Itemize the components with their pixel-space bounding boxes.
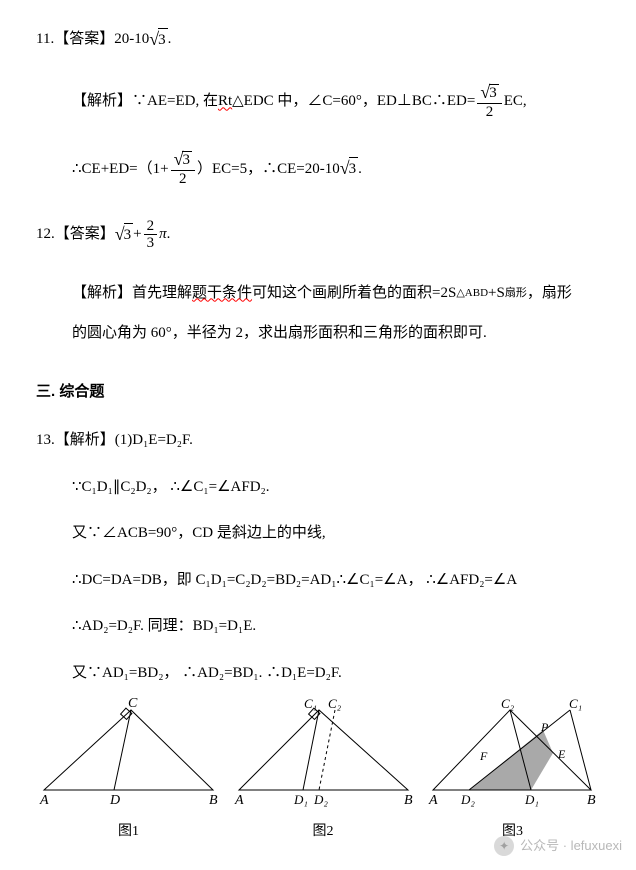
text: 的圆心角为 60°，半径为 2，求出扇形面积和三角形的面积即可. xyxy=(72,322,487,345)
figures-row: A D B C 图1 A D₁ D₂ B C₁ C₂ 图2 xyxy=(36,698,600,842)
text: ∴CE+ED=（1+ xyxy=(72,158,169,181)
wavy-text: 题干条件 xyxy=(192,282,252,305)
q13-l4: ∴AD₂=D₂F. 同理：BD₁=D₁E. xyxy=(36,615,600,638)
text: 又∵∠ACB=90°，CD 是斜边上的中线, xyxy=(72,522,326,545)
q13-l2: 又∵∠ACB=90°，CD 是斜边上的中线, xyxy=(36,522,600,545)
svg-text:C₂: C₂ xyxy=(328,698,342,711)
figure-2: A D₁ D₂ B C₁ C₂ 图2 xyxy=(231,698,416,842)
figure-1: A D B C 图1 xyxy=(36,698,221,842)
sqrt-icon: √3 xyxy=(149,26,167,53)
text: 可知这个画刷所着色的面积=2S xyxy=(252,282,456,305)
q12-label: 12.【答案】 xyxy=(36,223,115,246)
svg-text:D: D xyxy=(109,793,120,808)
q11-period: . xyxy=(168,28,172,51)
text: ∵C₁D₁∥C₂D₂， ∴∠C₁=∠AFD₂. xyxy=(72,476,270,499)
q13-l5: 又∵AD₁=BD₂， ∴AD₂=BD₁. ∴D₁E=D₂F. xyxy=(36,662,600,685)
svg-text:C₂: C₂ xyxy=(501,698,515,711)
svg-text:B: B xyxy=(209,793,218,808)
svg-text:D₁: D₁ xyxy=(293,792,308,807)
q12-analysis-2: 的圆心角为 60°，半径为 2，求出扇形面积和三角形的面积即可. xyxy=(36,322,600,345)
heading-text: 三. 综合题 xyxy=(36,381,104,404)
fraction: √3 2 xyxy=(477,83,501,120)
q12-analysis-1: 【解析】首先理解 题干条件 可知这个画刷所着色的面积=2S △ABD +S 扇形… xyxy=(36,282,600,305)
svg-text:B: B xyxy=(404,793,413,808)
svg-text:D₁: D₁ xyxy=(524,792,539,807)
figure-3: A D₂ D₁ B C₂ C₁ F E P 图3 xyxy=(425,698,600,842)
q13-l1: ∵C₁D₁∥C₂D₂， ∴∠C₁=∠AFD₂. xyxy=(36,476,600,499)
svg-text:A: A xyxy=(428,793,438,808)
text: ）EC=5，∴CE=20-10 xyxy=(197,158,340,181)
svg-text:C₁: C₁ xyxy=(569,698,582,711)
text: ∴AD₂=D₂F. 同理：BD₁=D₁E. xyxy=(72,615,256,638)
text: +S xyxy=(488,282,505,305)
svg-text:D₂: D₂ xyxy=(313,792,328,807)
triangle-diagram-1: A D B C xyxy=(36,698,221,813)
q11-analysis-2: ∴CE+ED=（1+ √3 2 ）EC=5，∴CE=20-10 √3 . xyxy=(36,150,600,187)
watermark-text: 公众号 · lefuxuexi xyxy=(520,836,622,856)
text: EC, xyxy=(504,90,527,113)
text: 【解析】首先理解 xyxy=(72,282,192,305)
subscript: 扇形 xyxy=(505,285,527,302)
pi: π xyxy=(159,223,167,246)
text: ，扇形 xyxy=(527,282,572,305)
sqrt-icon: √3 xyxy=(115,221,133,248)
svg-text:P: P xyxy=(540,720,549,734)
svg-text:C: C xyxy=(128,698,138,711)
wavy-text: Rt xyxy=(218,90,232,113)
text: 13.【解析】(1)D₁E=D₂F. xyxy=(36,429,193,452)
q13-l3: ∴DC=DA=DB，即 C₁D₁=C₂D₂=BD₂=AD₁∴∠C₁=∠A， ∴∠… xyxy=(36,569,600,592)
text: + xyxy=(133,223,141,246)
q11-label: 11.【答案】20-10 xyxy=(36,28,149,51)
text: △EDC 中，∠C=60°，ED⊥BC∴ED= xyxy=(232,90,475,113)
figure-label: 图1 xyxy=(36,821,221,842)
subscript: △ABD xyxy=(456,285,488,302)
text: . xyxy=(358,158,362,181)
watermark: ✦ 公众号 · lefuxuexi xyxy=(494,836,622,856)
q12-answer: 12.【答案】 √3 + 2 3 π . xyxy=(36,218,600,252)
svg-text:B: B xyxy=(587,793,596,808)
text: 【解析】∵AE=ED, 在 xyxy=(72,90,218,113)
svg-text:D₂: D₂ xyxy=(460,792,475,807)
q11-answer: 11.【答案】20-10 √3 . xyxy=(36,26,600,53)
text: 又∵AD₁=BD₂， ∴AD₂=BD₁. ∴D₁E=D₂F. xyxy=(72,662,342,685)
svg-text:C₁: C₁ xyxy=(304,698,317,711)
q13-head: 13.【解析】(1)D₁E=D₂F. xyxy=(36,429,600,452)
section-3-heading: 三. 综合题 xyxy=(36,381,600,404)
text: ∴DC=DA=DB，即 C₁D₁=C₂D₂=BD₂=AD₁∴∠C₁=∠A， ∴∠… xyxy=(72,569,517,592)
triangle-diagram-2: A D₁ D₂ B C₁ C₂ xyxy=(231,698,416,813)
figure-label: 图2 xyxy=(231,821,416,842)
fraction: 2 3 xyxy=(144,218,158,252)
triangle-diagram-3: A D₂ D₁ B C₂ C₁ F E P xyxy=(425,698,600,813)
svg-text:A: A xyxy=(234,793,244,808)
q11-analysis-1: 【解析】∵AE=ED, 在 Rt △EDC 中，∠C=60°，ED⊥BC∴ED=… xyxy=(36,83,600,120)
svg-text:A: A xyxy=(39,793,49,808)
svg-text:E: E xyxy=(557,747,566,761)
wechat-icon: ✦ xyxy=(494,836,514,856)
sqrt-icon: √3 xyxy=(340,155,358,182)
svg-text:F: F xyxy=(479,749,488,763)
fraction: √3 2 xyxy=(171,150,195,187)
text: . xyxy=(167,223,171,246)
